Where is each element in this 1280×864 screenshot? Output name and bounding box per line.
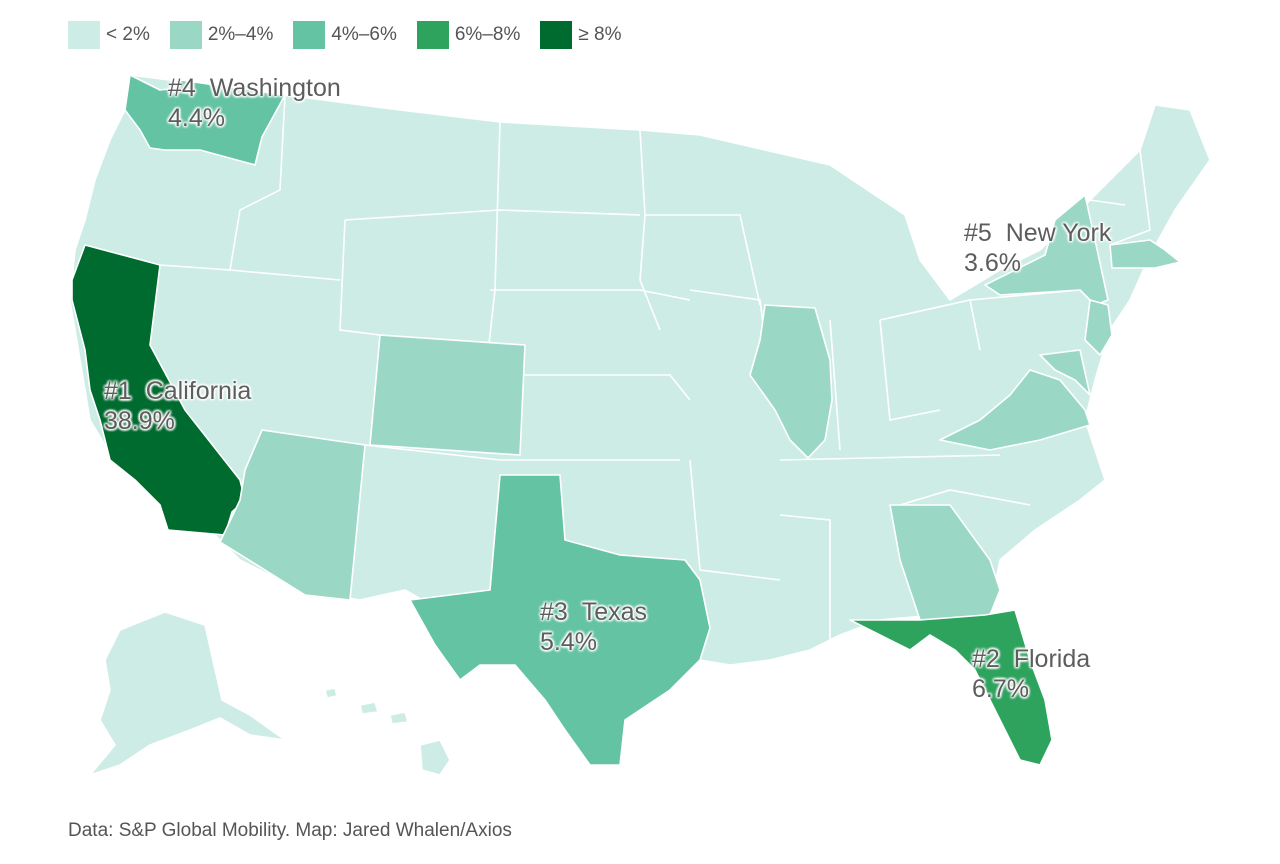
label-florida-title: #2 Florida: [972, 645, 1091, 673]
legend-item: 6%–8%: [416, 21, 521, 49]
legend-label: 4%–6%: [331, 24, 397, 45]
texas-state: [409, 474, 711, 766]
florida-state: [849, 609, 1053, 766]
label-washington-value: 4.4%: [168, 104, 225, 132]
hawaii: [324, 687, 451, 776]
legend-swatch: [68, 21, 100, 49]
legend-label: ≥ 8%: [578, 24, 622, 45]
virginia-state: [939, 369, 1091, 451]
washington-state: [124, 74, 286, 166]
legend: < 2% 2%–4% 4%–6% 6%–8% ≥ 8%: [68, 20, 642, 50]
legend-label: 2%–4%: [207, 24, 274, 45]
alaska: [89, 611, 286, 776]
label-washington: #4 Washington 4.4%: [168, 73, 341, 133]
source-credit: Data: S&P Global Mobility. Map: Jared Wh…: [68, 820, 512, 841]
legend-swatch: [416, 21, 449, 49]
legend-swatch: [169, 21, 202, 49]
massachusetts-state: [1109, 239, 1181, 269]
label-texas-title: #3 Texas: [540, 598, 648, 626]
label-florida-value: 6.7%: [972, 675, 1029, 703]
label-new-york-value: 3.6%: [964, 249, 1021, 277]
colorado-state: [369, 334, 526, 456]
legend-swatch: [540, 21, 573, 49]
label-florida: #2 Florida 6.7%: [972, 644, 1090, 704]
legend-swatch: [293, 21, 326, 49]
label-california-value: 38.9%: [104, 407, 175, 435]
new-jersey-state: [1084, 299, 1113, 356]
label-washington-title: #4 Washington: [168, 74, 341, 102]
label-new-york-title: #5 New York: [964, 219, 1112, 247]
georgia-state: [889, 504, 1001, 621]
california-state: [71, 244, 246, 536]
legend-label: < 2%: [106, 24, 150, 45]
label-new-york: #5 New York 3.6%: [964, 218, 1111, 278]
legend-item: 4%–6%: [293, 21, 397, 49]
label-california: #1 California 38.9%: [104, 376, 251, 436]
maryland-state: [1039, 349, 1091, 396]
illinois-state: [749, 304, 833, 459]
legend-item: ≥ 8%: [540, 21, 622, 49]
label-texas: #3 Texas 5.4%: [540, 597, 647, 657]
label-california-title: #1 California: [104, 377, 252, 405]
legend-label: 6%–8%: [454, 24, 521, 45]
legend-item: 2%–4%: [169, 21, 274, 49]
label-texas-value: 5.4%: [540, 628, 597, 656]
arizona-state: [219, 429, 366, 601]
legend-item: < 2%: [68, 21, 150, 49]
state-borders: [159, 94, 1151, 640]
new-york-state: [984, 194, 1109, 306]
